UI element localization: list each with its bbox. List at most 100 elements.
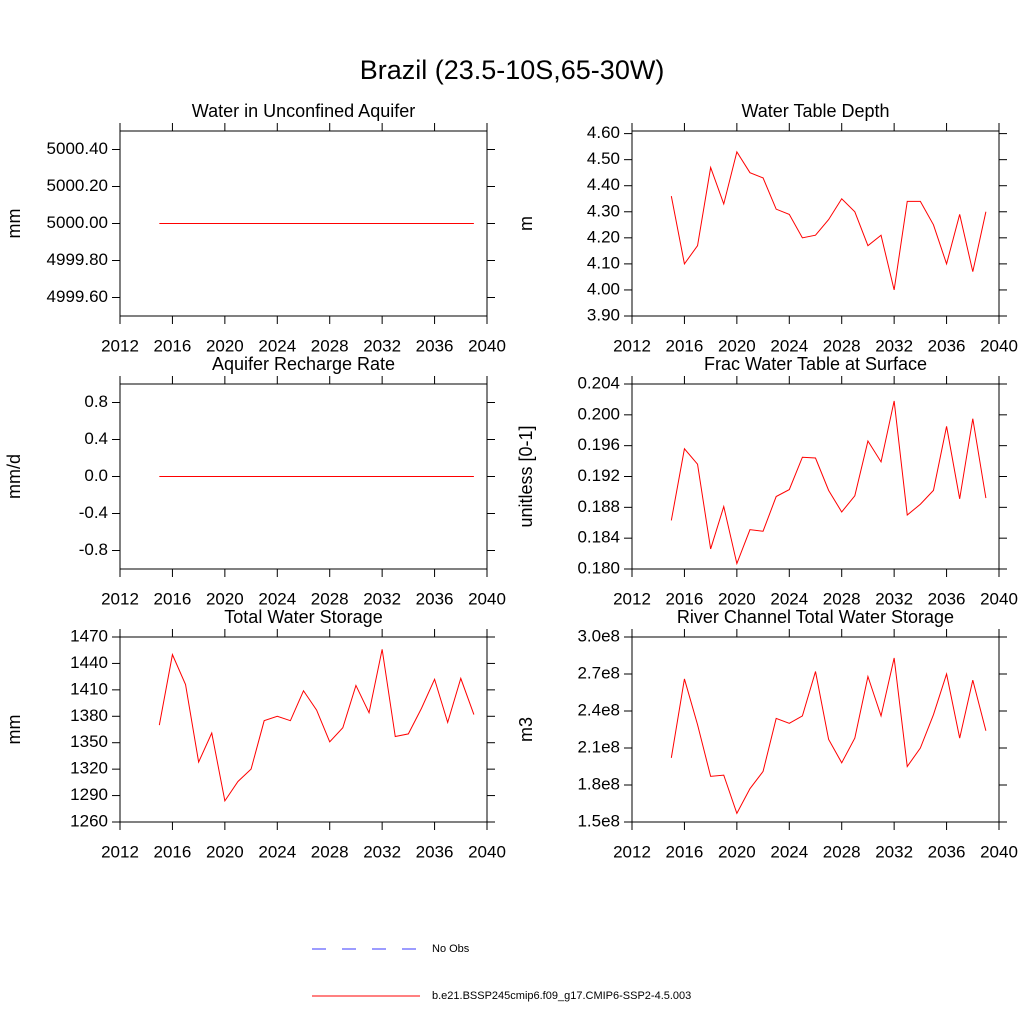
legend-label: b.e21.BSSP245cmip6.f09_g17.CMIP6-SSP2-4.…: [432, 990, 691, 1002]
x-tick-label: 2028: [311, 842, 349, 861]
x-tick-label: 2020: [718, 336, 756, 355]
y-tick-label: 5000.00: [47, 213, 108, 232]
panel-title: Water in Unconfined Aquifer: [192, 101, 415, 121]
data-line: [670, 657, 987, 815]
y-axis-label: m: [516, 216, 536, 231]
y-tick-label: 1290: [70, 785, 108, 804]
x-tick-label: 2032: [363, 336, 401, 355]
panel-title: Frac Water Table at Surface: [704, 354, 927, 374]
x-tick-label: 2028: [311, 589, 349, 608]
y-tick-label: 0.184: [577, 528, 620, 547]
x-tick-label: 2028: [823, 842, 861, 861]
plot-frame: [631, 636, 1000, 823]
x-tick-label: 2024: [258, 336, 296, 355]
y-tick-label: 0.0: [84, 466, 108, 485]
y-tick-label: 4.20: [587, 227, 620, 246]
y-tick-label: 1.8e8: [577, 774, 620, 793]
plot-frame: [119, 130, 488, 317]
y-tick-label: 0.200: [577, 404, 620, 423]
y-tick-label: 1350: [70, 732, 108, 751]
x-tick-label: 2040: [468, 336, 506, 355]
x-tick-label: 2040: [980, 842, 1018, 861]
x-tick-label: 2016: [154, 842, 192, 861]
x-tick-label: 2020: [206, 589, 244, 608]
y-tick-label: 1410: [70, 679, 108, 698]
x-tick-label: 2036: [928, 589, 966, 608]
y-tick-label: 4.10: [587, 253, 620, 272]
y-tick-label: 1470: [70, 626, 108, 645]
y-tick-label: 1440: [70, 653, 108, 672]
y-tick-label: 4999.60: [47, 287, 108, 306]
y-axis-label: unitless [0-1]: [516, 425, 536, 527]
x-tick-label: 2012: [101, 842, 139, 861]
x-tick-label: 2016: [154, 589, 192, 608]
plot-frame: [631, 383, 1000, 570]
y-tick-label: -0.4: [79, 503, 108, 522]
y-tick-label: 0.4: [84, 429, 108, 448]
y-tick-label: 4.50: [587, 149, 620, 168]
x-tick-label: 2020: [718, 589, 756, 608]
x-tick-label: 2020: [206, 842, 244, 861]
y-axis-label: mm/d: [4, 454, 24, 499]
y-tick-label: 5000.20: [47, 176, 108, 195]
y-tick-label: 2.4e8: [577, 700, 620, 719]
panel-title: Water Table Depth: [741, 101, 889, 121]
y-tick-label: -0.8: [79, 540, 108, 559]
x-tick-label: 2036: [416, 842, 454, 861]
plot-frame: [631, 130, 1000, 317]
y-tick-label: 3.0e8: [577, 626, 620, 645]
y-tick-label: 4.40: [587, 175, 620, 194]
y-tick-label: 2.7e8: [577, 663, 620, 682]
x-tick-label: 2036: [928, 336, 966, 355]
y-tick-label: 0.192: [577, 466, 620, 485]
x-tick-label: 2036: [416, 336, 454, 355]
panel-title: Aquifer Recharge Rate: [212, 354, 395, 374]
x-tick-label: 2032: [875, 589, 913, 608]
y-axis-label: mm: [4, 209, 24, 239]
x-tick-label: 2016: [666, 589, 704, 608]
x-tick-label: 2020: [718, 842, 756, 861]
x-tick-label: 2024: [770, 589, 808, 608]
x-tick-label: 2032: [363, 842, 401, 861]
y-tick-label: 4.00: [587, 279, 620, 298]
y-tick-label: 4999.80: [47, 250, 108, 269]
x-tick-label: 2016: [154, 336, 192, 355]
x-tick-label: 2012: [101, 589, 139, 608]
x-tick-label: 2028: [311, 336, 349, 355]
y-tick-label: 3.90: [587, 305, 620, 324]
panel-title: River Channel Total Water Storage: [677, 607, 954, 627]
x-tick-label: 2012: [613, 336, 651, 355]
x-tick-label: 2012: [101, 336, 139, 355]
x-tick-label: 2028: [823, 589, 861, 608]
plot-frame: [119, 383, 488, 570]
x-tick-label: 2024: [258, 842, 296, 861]
x-tick-label: 2016: [666, 336, 704, 355]
x-tick-label: 2032: [875, 336, 913, 355]
legend-label: No Obs: [432, 943, 470, 955]
y-tick-label: 0.8: [84, 392, 108, 411]
x-tick-label: 2024: [770, 842, 808, 861]
x-tick-label: 2028: [823, 336, 861, 355]
x-tick-label: 2012: [613, 842, 651, 861]
data-line: [670, 400, 987, 566]
x-tick-label: 2020: [206, 336, 244, 355]
panel-title: Total Water Storage: [224, 607, 382, 627]
y-axis-label: mm: [4, 715, 24, 745]
y-tick-label: 1380: [70, 706, 108, 725]
x-tick-label: 2012: [613, 589, 651, 608]
x-tick-label: 2040: [468, 589, 506, 608]
y-tick-label: 0.196: [577, 435, 620, 454]
y-tick-label: 2.1e8: [577, 737, 620, 756]
x-tick-label: 2032: [875, 842, 913, 861]
x-tick-label: 2040: [980, 589, 1018, 608]
figure-title: Brazil (23.5-10S,65-30W): [360, 55, 665, 85]
y-tick-label: 0.204: [577, 373, 620, 392]
y-tick-label: 1260: [70, 811, 108, 830]
x-tick-label: 2016: [666, 842, 704, 861]
x-tick-label: 2024: [258, 589, 296, 608]
y-tick-label: 1.5e8: [577, 811, 620, 830]
x-tick-label: 2040: [468, 842, 506, 861]
data-line: [158, 649, 475, 803]
x-tick-label: 2036: [416, 589, 454, 608]
